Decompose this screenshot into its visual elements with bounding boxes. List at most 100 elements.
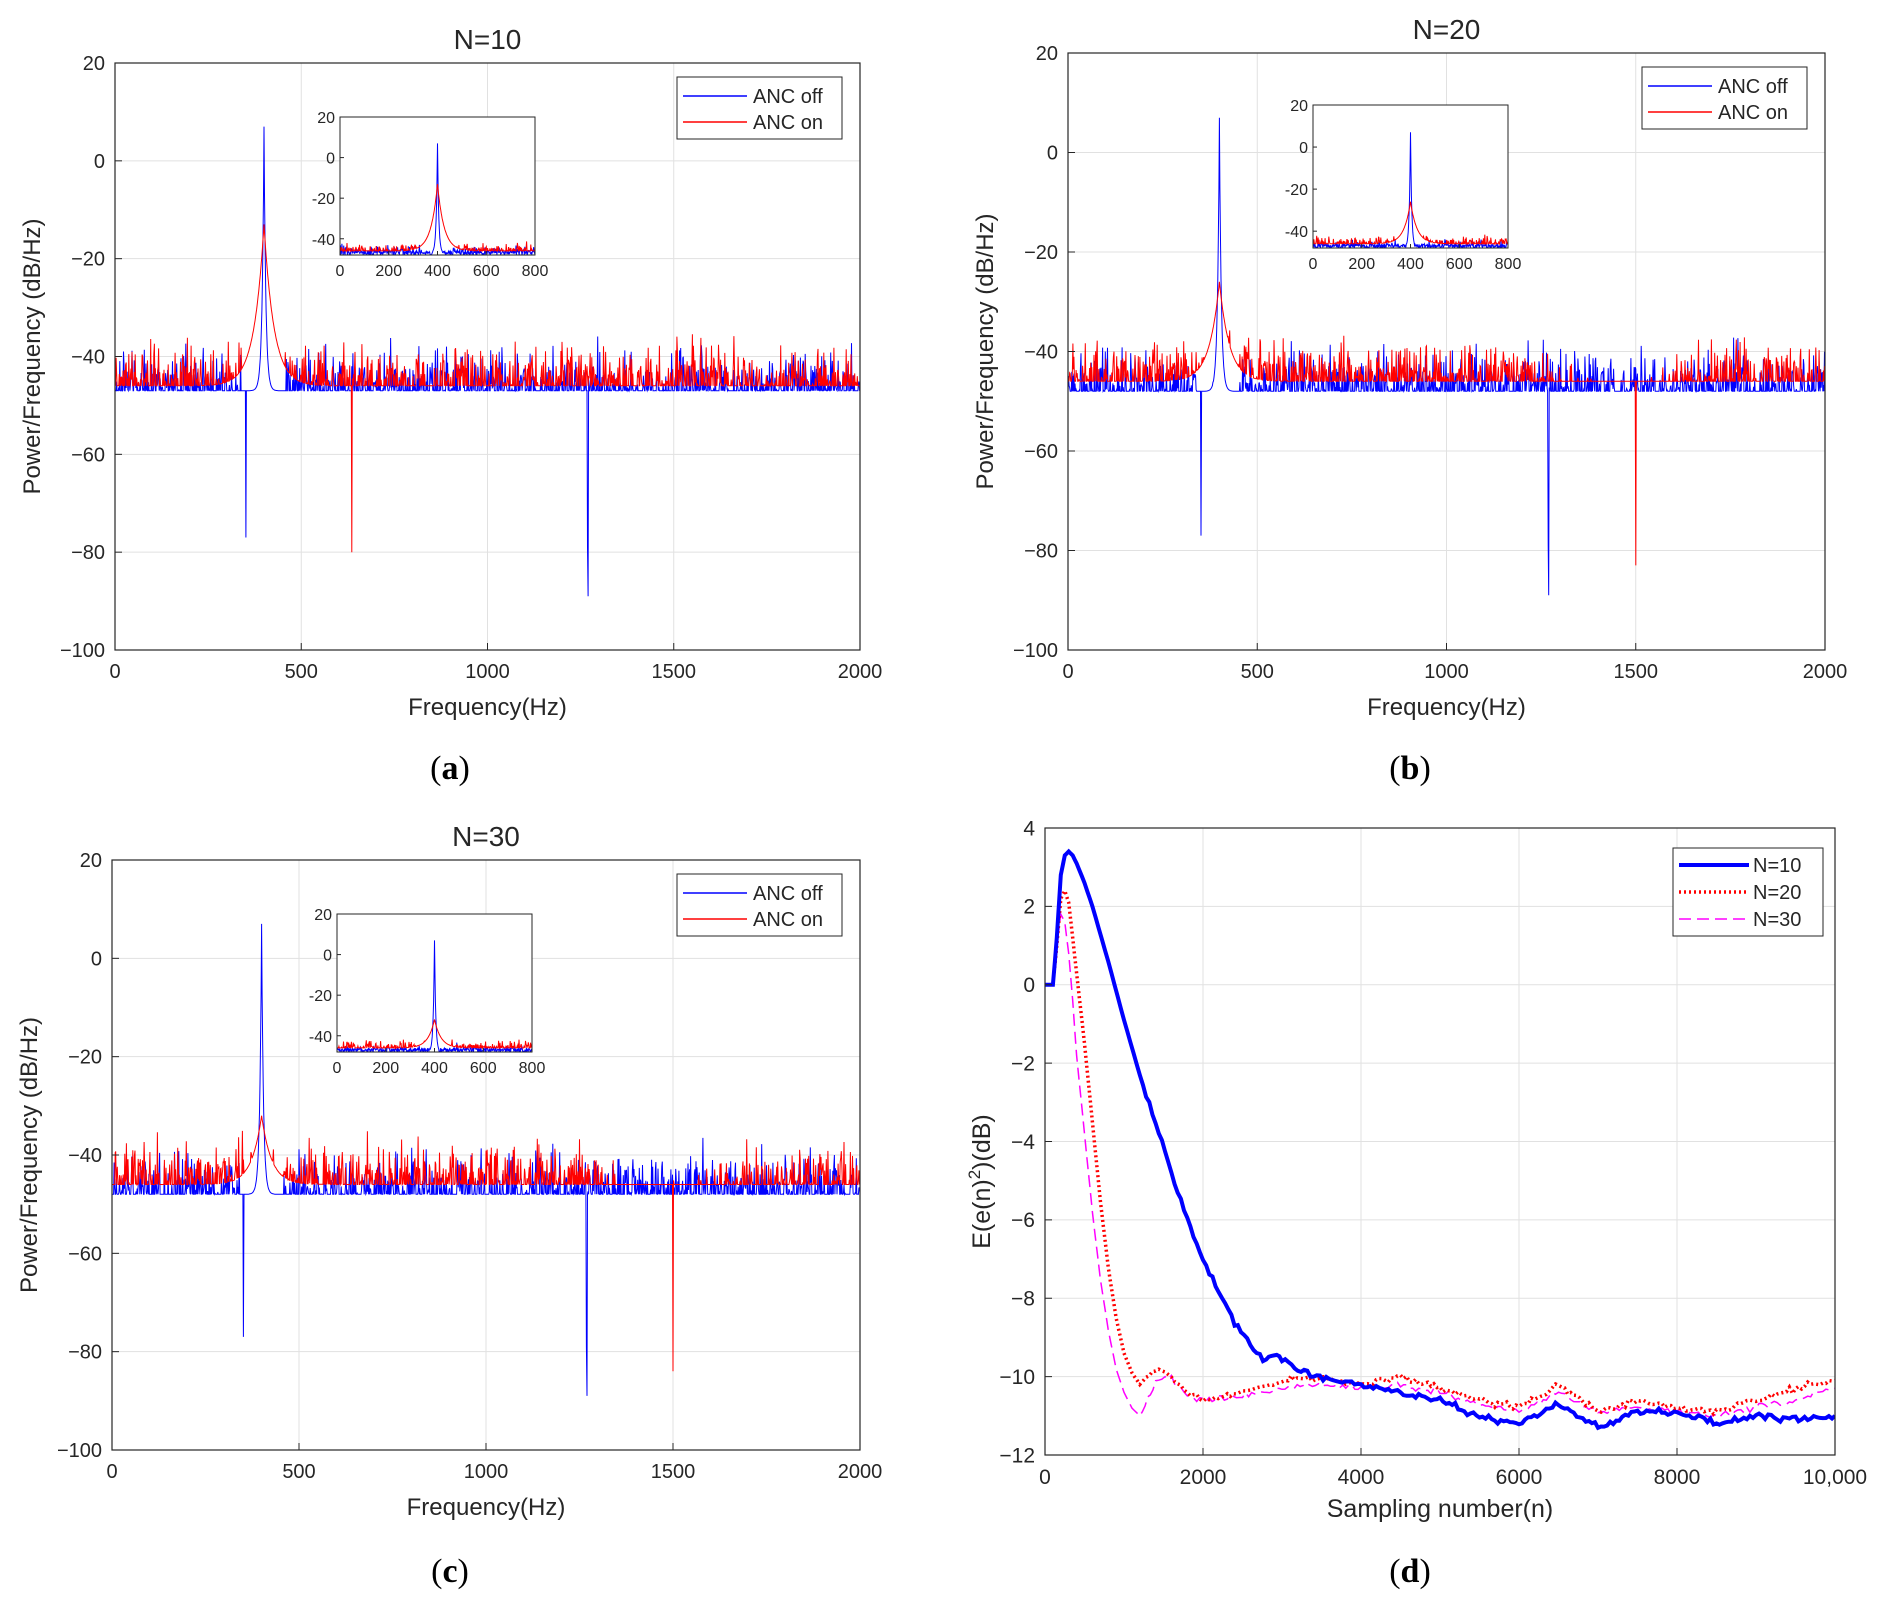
inset-background	[1313, 105, 1508, 248]
x-tick-label: 500	[282, 1461, 315, 1483]
inset-y-tick-label: 0	[1299, 140, 1308, 157]
y-tick-label: −40	[71, 347, 105, 369]
inset-x-tick-label: 600	[473, 263, 500, 280]
legend-label: ANC off	[1718, 76, 1788, 98]
legend: ANC off ANC on	[677, 874, 842, 936]
legend-label: ANC off	[753, 883, 823, 905]
x-axis-label: Sampling number(n)	[1327, 1495, 1554, 1523]
figure-label-c: (c)	[350, 1553, 550, 1591]
legend-label: ANC off	[753, 86, 823, 108]
series-line-n30	[1045, 914, 1835, 1417]
chart-title: N=30	[452, 821, 520, 852]
y-tick-label: 0	[94, 151, 105, 173]
x-tick-label: 2000	[1803, 661, 1848, 683]
x-tick-label: 2000	[1180, 1466, 1227, 1489]
figure-label-b: (b)	[1310, 750, 1510, 788]
chart-svg-d: 0 2000 4000 6000 8000 10,000 −12 −10 −8 −6 −4 −2 0 2 4…	[960, 800, 1887, 1580]
x-tick-label: 500	[285, 661, 318, 683]
inset-y-tick-label: -20	[1285, 182, 1308, 199]
x-tick-label: 0	[109, 661, 120, 683]
y-tick-label: −60	[68, 1243, 102, 1265]
chart-panel-b: 0 500 1000 1500 2000 −100 −80 −60 −40 −20 0 20 N=20 F…	[960, 0, 1887, 780]
x-tick-label: 0	[106, 1461, 117, 1483]
inset-x-tick-label: 800	[519, 1060, 546, 1077]
legend-label: N=30	[1753, 909, 1801, 931]
inset-y-tick-label: -20	[312, 191, 335, 208]
y-tick-label: −20	[71, 249, 105, 271]
chart-svg-a: 0 500 1000 1500 2000−100−80−60−40−20020N=10F…	[0, 0, 960, 780]
figure-label-d: (d)	[1310, 1553, 1510, 1591]
inset-chart: 0 200 400 600 800 -40 -20 0 20	[1285, 98, 1522, 273]
figure-label-a: (a)	[350, 750, 550, 788]
y-tick-label: −60	[71, 444, 105, 466]
inset-x-tick-label: 400	[421, 1060, 448, 1077]
inset-y-tick-label: 0	[323, 948, 332, 965]
legend: N=10 N=20 N=30	[1673, 848, 1823, 936]
y-tick-label: 0	[91, 948, 102, 970]
y-tick-label: −20	[68, 1047, 102, 1069]
inset-x-tick-label: 800	[1495, 256, 1522, 273]
chart-panel-a: 0 500 1000 1500 2000 −100 −80 −60 −40 −20 0 20 N=10 F…	[0, 0, 960, 780]
legend-label: ANC on	[753, 112, 823, 134]
y-tick-label: −80	[71, 542, 105, 564]
inset-y-tick-label: 20	[317, 110, 335, 127]
y-tick-label: −100	[60, 640, 105, 662]
y-tick-label: −2	[1011, 1052, 1035, 1075]
x-tick-label: 2000	[838, 661, 883, 683]
chart-svg-b: 0 500 1000 1500 2000−100−80−60−40−20020N=20F…	[960, 0, 1887, 780]
inset-y-tick-label: 0	[326, 151, 335, 168]
y-tick-label: −4	[1011, 1131, 1035, 1154]
inset-x-tick-label: 200	[372, 1060, 399, 1077]
x-tick-label: 1000	[464, 1461, 509, 1483]
y-tick-label: 0	[1047, 143, 1058, 165]
y-tick-label: −80	[1024, 541, 1058, 563]
inset-y-tick-label: 20	[314, 907, 332, 924]
y-tick-label: 20	[1036, 43, 1058, 65]
x-tick-label: 10,000	[1803, 1466, 1867, 1489]
x-tick-label: 2000	[838, 1461, 883, 1483]
x-tick-label: 1000	[1424, 661, 1469, 683]
inset-background	[337, 914, 532, 1052]
x-axis-label: Frequency(Hz)	[407, 1494, 566, 1521]
x-tick-label: 6000	[1496, 1466, 1543, 1489]
y-tick-label: 20	[80, 850, 102, 872]
inset-x-tick-label: 0	[1309, 256, 1318, 273]
inset-y-tick-label: 20	[1290, 98, 1308, 115]
x-tick-label: 1500	[652, 661, 697, 683]
y-tick-label: −6	[1011, 1209, 1035, 1232]
inset-y-tick-label: -40	[1285, 224, 1308, 241]
series-line-n10	[1045, 852, 1835, 1428]
y-tick-label: 20	[83, 53, 105, 75]
inset-x-tick-label: 200	[375, 263, 402, 280]
inset-y-tick-label: -40	[309, 1029, 332, 1046]
inset-y-tick-label: -40	[312, 232, 335, 249]
legend-label: N=20	[1753, 882, 1801, 904]
legend-label: N=10	[1753, 855, 1801, 877]
y-axis-label: E(e(n)2)(dB)	[965, 1114, 996, 1249]
x-tick-label: 0	[1062, 661, 1073, 683]
inset-chart: 0 200 400 600 800 -40 -20 0 20	[309, 907, 546, 1077]
inset-chart: 0 200 400 600 800 -40 -20 0 20	[312, 110, 549, 280]
y-axis-label: Power/Frequency (dB/Hz)	[19, 218, 46, 494]
inset-x-tick-label: 0	[333, 1060, 342, 1077]
chart-title: N=10	[454, 24, 522, 55]
inset-y-tick-label: -20	[309, 988, 332, 1005]
x-tick-label: 1500	[651, 1461, 696, 1483]
inset-x-tick-label: 600	[1446, 256, 1473, 273]
x-axis-label: Frequency(Hz)	[408, 694, 567, 721]
legend-label: ANC on	[753, 909, 823, 931]
y-tick-label: −60	[1024, 441, 1058, 463]
y-tick-label: 4	[1023, 817, 1035, 840]
y-tick-label: −100	[57, 1440, 102, 1462]
inset-x-tick-label: 600	[470, 1060, 497, 1077]
y-tick-label: −12	[999, 1444, 1035, 1467]
inset-x-tick-label: 800	[522, 263, 549, 280]
chart-title: N=20	[1413, 14, 1481, 45]
legend: ANC off ANC on	[1642, 67, 1807, 129]
legend: ANC off ANC on	[677, 77, 842, 139]
x-tick-label: 4000	[1338, 1466, 1385, 1489]
x-tick-label: 1500	[1614, 661, 1659, 683]
y-tick-label: 2	[1023, 896, 1035, 919]
chart-svg-c: 0 500 1000 1500 2000−100−80−60−40−20020N=30F…	[0, 800, 960, 1580]
x-axis-label: Frequency(Hz)	[1367, 694, 1526, 721]
